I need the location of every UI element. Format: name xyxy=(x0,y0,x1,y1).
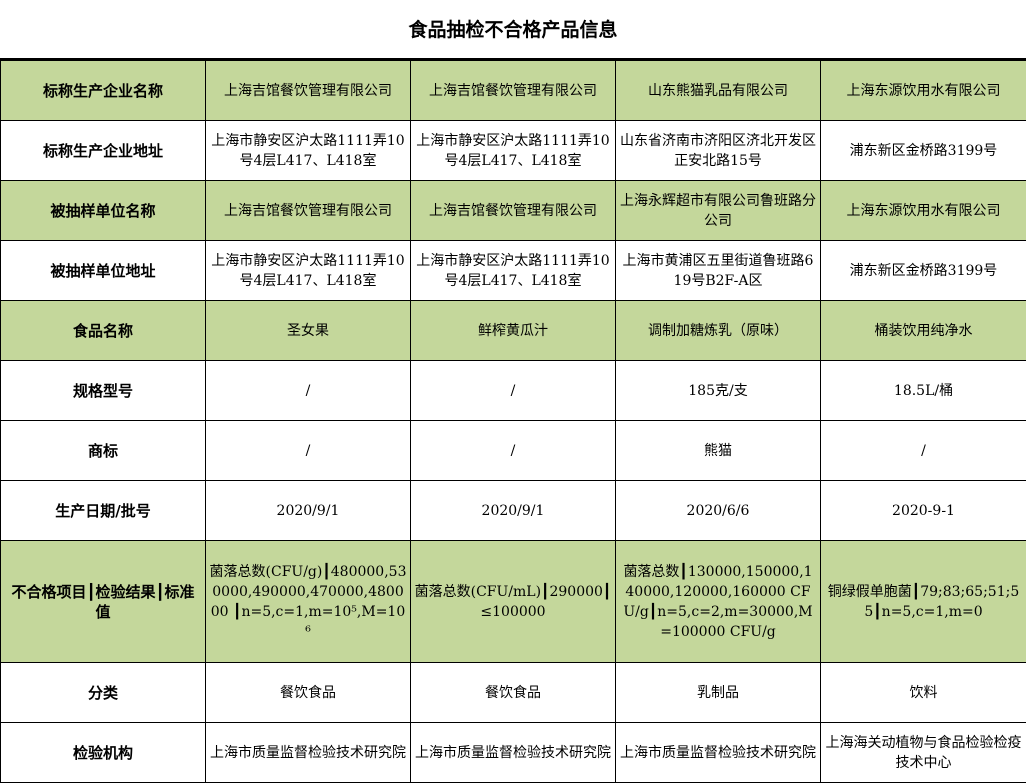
table-row: 生产日期/批号 2020/9/1 2020/9/1 2020/6/6 2020-9-1 xyxy=(0,480,1026,541)
table-row: 规格型号 //185克/支 18.5L/桶 xyxy=(0,360,1026,421)
table-cell: 上海市静安区沪太路1111弄10号4层L417、L418室 xyxy=(205,240,411,301)
table-row: 分类 餐饮食品 餐饮食品 乳制品 饮料 xyxy=(0,662,1026,723)
table-cell: / xyxy=(205,360,411,421)
row-label: 检验机构 xyxy=(0,722,206,783)
table-row: 被抽样单位地址 上海市静安区沪太路1111弄10号4层L417、L418室 上海市静… xyxy=(0,240,1026,301)
row-label: 商标 xyxy=(0,420,206,481)
table-cell: / xyxy=(410,420,616,481)
row-label: 分类 xyxy=(0,662,206,723)
table-cell: 上海东源饮用水有限公司 xyxy=(820,180,1026,241)
table-row: 检验机构 上海市质量监督检验技术研究院 上海市质量监督检验技术研究院 上海市质量监督检… xyxy=(0,722,1026,783)
table-cell: 上海市静安区沪太路1111弄10号4层L417、L418室 xyxy=(410,240,616,301)
table-cell: 铜绿假单胞菌┃79;83;65;51;55┃n=5,c=1,m=0 xyxy=(820,540,1026,663)
table-cell: 上海市质量监督检验技术研究院 xyxy=(410,722,616,783)
table-cell: 菌落总数(CFU/g)┃480000,530000,490000,470000,… xyxy=(205,540,411,663)
row-label: 被抽样单位名称 xyxy=(0,180,206,241)
row-label: 不合格项目┃检验结果┃标准值 xyxy=(0,540,206,663)
table-cell: 上海东源饮用水有限公司 xyxy=(820,60,1026,121)
table-cell: 浦东新区金桥路3199号 xyxy=(820,240,1026,301)
table-cell: 山东熊猫乳品有限公司 xyxy=(615,60,821,121)
row-label: 标称生产企业地址 xyxy=(0,120,206,181)
row-label: 规格型号 xyxy=(0,360,206,421)
table-cell: 2020/9/1 xyxy=(205,480,411,541)
table-cell: 浦东新区金桥路3199号 xyxy=(820,120,1026,181)
table-cell: 2020/6/6 xyxy=(615,480,821,541)
table-row: 商标 / / 熊猫 / xyxy=(0,420,1026,481)
table-cell: 圣女果 xyxy=(205,300,411,361)
table-cell: / xyxy=(820,420,1026,481)
table-cell: 上海海关动植物与食品检验检疫技术中心 xyxy=(820,722,1026,783)
table-cell: 菌落总数(CFU/mL)┃290000┃≤100000 xyxy=(410,540,616,663)
table-cell: 餐饮食品 xyxy=(410,662,616,723)
table-cell: 调制加糖炼乳（原味） xyxy=(615,300,821,361)
table-cell: 乳制品 xyxy=(615,662,821,723)
row-label: 被抽样单位地址 xyxy=(0,240,206,301)
table-row: 被抽样单位名称 上海吉馆餐饮管理有限公司 上海吉馆餐饮管理有限公司 上海永辉超市有限公… xyxy=(0,180,1026,241)
row-label: 食品名称 xyxy=(0,300,206,361)
table-cell: / xyxy=(410,360,616,421)
unqualified-products-table: 标称生产企业名称 上海吉馆餐饮管理有限公司 上海吉馆餐饮管理有限公司 山东熊猫乳品有限… xyxy=(0,60,1026,783)
table-cell: 上海永辉超市有限公司鲁班路分公司 xyxy=(615,180,821,241)
table-cell: 上海吉馆餐饮管理有限公司 xyxy=(410,60,616,121)
table-row: 标称生产企业地址 上海市静安区沪太路1111弄10号4层L417、L418室 上海市… xyxy=(0,120,1026,181)
row-label: 标称生产企业名称 xyxy=(0,60,206,121)
table-cell: 上海吉馆餐饮管理有限公司 xyxy=(410,180,616,241)
table-cell: 上海市质量监督检验技术研究院 xyxy=(615,722,821,783)
table-cell: 上海吉馆餐饮管理有限公司 xyxy=(205,180,411,241)
table-cell: 18.5L/桶 xyxy=(820,360,1026,421)
table-cell: 饮料 xyxy=(820,662,1026,723)
table-cell: 上海市质量监督检验技术研究院 xyxy=(205,722,411,783)
table-cell: 熊猫 xyxy=(615,420,821,481)
table-cell: / xyxy=(205,420,411,481)
table-cell: 桶装饮用纯净水 xyxy=(820,300,1026,361)
table-cell: 菌落总数┃130000,150000,140000,120000,160000 … xyxy=(615,540,821,663)
table-cell: 185克/支 xyxy=(615,360,821,421)
page-title: 食品抽检不合格产品信息 xyxy=(0,0,1026,60)
table-cell: 鲜榨黄瓜汁 xyxy=(410,300,616,361)
table-cell: 上海吉馆餐饮管理有限公司 xyxy=(205,60,411,121)
table-cell: 上海市静安区沪太路1111弄10号4层L417、L418室 xyxy=(410,120,616,181)
table-row: 标称生产企业名称 上海吉馆餐饮管理有限公司 上海吉馆餐饮管理有限公司 山东熊猫乳品有限… xyxy=(0,60,1026,121)
table-cell: 上海市静安区沪太路1111弄10号4层L417、L418室 xyxy=(205,120,411,181)
table-cell: 2020-9-1 xyxy=(820,480,1026,541)
table-cell: 2020/9/1 xyxy=(410,480,616,541)
table-cell: 餐饮食品 xyxy=(205,662,411,723)
table-cell: 上海市黄浦区五里街道鲁班路619号B2F-A区 xyxy=(615,240,821,301)
table-row: 食品名称 圣女果 鲜榨黄瓜汁 调制加糖炼乳（原味） 桶装饮用纯净水 xyxy=(0,300,1026,361)
row-label: 生产日期/批号 xyxy=(0,480,206,541)
table-cell: 山东省济南市济阳区济北开发区正安北路15号 xyxy=(615,120,821,181)
table-row: 不合格项目┃检验结果┃标准值 菌落总数(CFU/g)┃480000,530000,… xyxy=(0,540,1026,663)
